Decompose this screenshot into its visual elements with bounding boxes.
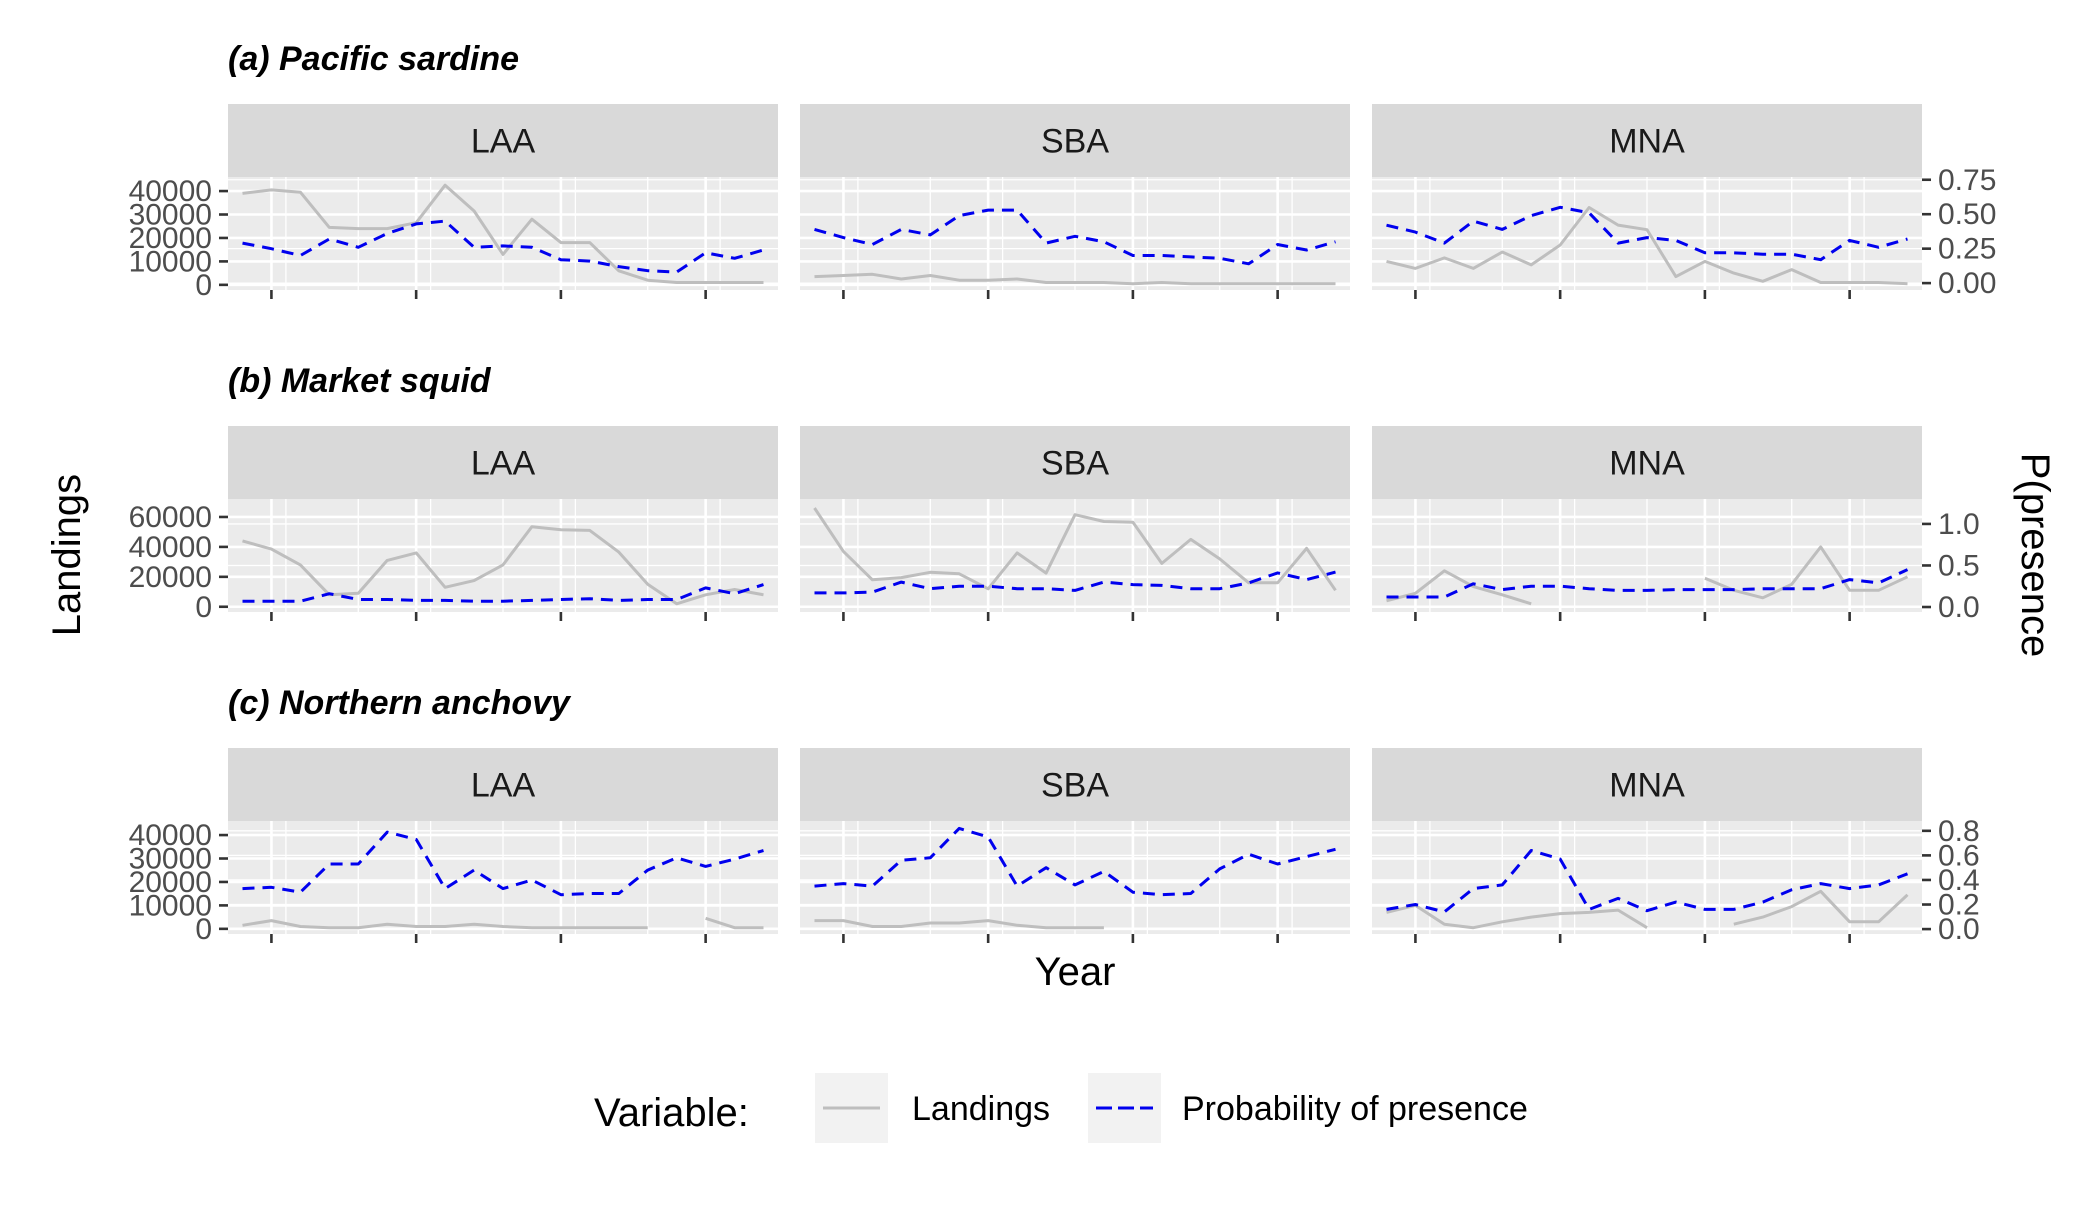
series-line-landings [814, 272, 1336, 286]
facet-strip [1372, 104, 1922, 177]
facet-strip-label: MNA [1609, 767, 1685, 805]
legend-title: Variable: [594, 1091, 749, 1135]
facet-strip-label: SBA [1041, 767, 1109, 805]
facet-strip [228, 748, 778, 821]
row-title: (c) Northern anchovy [228, 684, 572, 722]
series-line-presence [1386, 568, 1909, 599]
facet-panel: MNA [1372, 426, 1922, 621]
y-axis-tick-label-landings: 30000 [129, 199, 212, 232]
y-axis-tick-label-presence: 1.0 [1938, 508, 1980, 541]
facet-panel: MNA [1372, 104, 1922, 299]
x-axis-title: Year [1035, 950, 1116, 994]
legend: Variable: Landings Probability of presence [594, 1073, 1528, 1143]
series-line-presence [814, 208, 1336, 266]
y-axis-tick-label-landings: 40000 [129, 819, 212, 852]
facet-strip-label: LAA [471, 767, 536, 805]
legend-entry-label: Landings [912, 1090, 1050, 1128]
y-axis-tick-label-presence: 0.0 [1938, 913, 1980, 946]
y-axis-tick-label-presence: 0.5 [1938, 549, 1980, 582]
facet-panel: SBA [800, 426, 1350, 621]
facet-row: (a) Pacific sardine LAA SBA MNA 010000200003… [129, 40, 1997, 302]
y-axis-tick-label-landings: 40000 [129, 531, 212, 564]
y-axis-tick-label-landings: 60000 [129, 501, 212, 534]
y-axis-title-right: P(presence [2013, 453, 2057, 658]
facet-strip [800, 426, 1350, 499]
y-axis-tick-label-presence: 0.50 [1938, 198, 1996, 231]
series-line-landings [242, 916, 764, 930]
y-axis-tick-label-presence: 0.75 [1938, 164, 1996, 197]
facet-strip-label: MNA [1609, 123, 1685, 161]
facet-strip [228, 426, 778, 499]
facet-panel: LAA [228, 748, 778, 943]
series-line-landings [242, 183, 764, 284]
y-axis-tick-label-landings: 20000 [129, 866, 212, 899]
facet-strip-label: MNA [1609, 445, 1685, 483]
facet-row: (c) Northern anchovy LAA SBA MNA 01000020000… [129, 684, 1980, 946]
series-line-presence [1386, 849, 1909, 914]
series-line-presence [242, 583, 764, 603]
y-axis-tick-label-landings: 20000 [129, 222, 212, 255]
y-axis-tick-label-presence: 0.25 [1938, 233, 1996, 266]
series-line-presence [242, 219, 764, 274]
y-axis-tick-label-presence: 0.6 [1938, 839, 1980, 872]
series-line-landings [814, 919, 1104, 930]
series-line-landings [1386, 889, 1909, 930]
facet-panel: LAA [228, 104, 778, 299]
y-axis-tick-label-presence: 0.2 [1938, 889, 1980, 922]
facet-strip [800, 104, 1350, 177]
facet-strip [800, 748, 1350, 821]
y-axis-tick-label-landings: 10000 [129, 889, 212, 922]
facet-strip-label: LAA [471, 445, 536, 483]
series-line-landings [1386, 545, 1909, 606]
series-line-landings [813, 507, 1337, 592]
legend-entry-label: Probability of presence [1182, 1090, 1528, 1128]
series-line-presence [814, 570, 1336, 595]
facet-strip [228, 104, 778, 177]
y-axis-tick-label-presence: 0.00 [1938, 267, 1996, 300]
facet-panel: MNA [1372, 748, 1922, 943]
y-axis-tick-label-landings: 0 [195, 269, 212, 302]
series-line-presence [814, 826, 1336, 897]
y-axis-tick-label-presence: 0.8 [1938, 815, 1980, 848]
facet-panel: LAA [228, 426, 778, 621]
y-axis-tick-label-landings: 20000 [129, 561, 212, 594]
facet-strip [1372, 748, 1922, 821]
facet-strip-label: SBA [1041, 123, 1109, 161]
facet-row: (b) Market squid LAA SBA MNA 020000400006000… [129, 362, 1980, 624]
row-title: (b) Market squid [228, 362, 492, 400]
series-line-presence [1386, 205, 1908, 262]
y-axis-tick-label-presence: 0.0 [1938, 591, 1980, 624]
y-axis-tick-label-presence: 0.4 [1938, 864, 1980, 897]
facet-strip-label: SBA [1041, 445, 1109, 483]
facet-strip [1372, 426, 1922, 499]
y-axis-tick-label-landings: 10000 [129, 245, 212, 278]
y-axis-tick-label-landings: 0 [195, 913, 212, 946]
series-line-presence [242, 830, 764, 897]
series-line-landings [1386, 206, 1908, 286]
facet-strip-label: LAA [471, 123, 536, 161]
facet-panel: SBA [800, 104, 1350, 299]
y-axis-tick-label-landings: 0 [195, 591, 212, 624]
facet-panel: SBA [800, 748, 1350, 943]
y-axis-tick-label-landings: 30000 [129, 843, 212, 876]
y-axis-tick-label-landings: 40000 [129, 175, 212, 208]
y-axis-title-left: Landings [45, 474, 89, 636]
row-title: (a) Pacific sardine [228, 40, 519, 78]
